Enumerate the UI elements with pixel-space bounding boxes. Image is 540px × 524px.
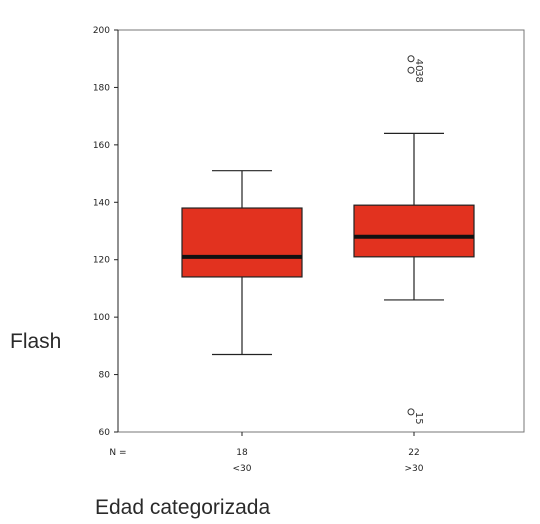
outlier-label: 40 xyxy=(413,59,424,72)
y-axis-ticks: 60 80 100 120 140 160 180 200 xyxy=(93,26,118,438)
x-origin-label: N = xyxy=(109,448,126,458)
y-axis-title: Flash xyxy=(10,330,61,353)
x-axis-title: Edad categorizada xyxy=(95,496,270,519)
boxes xyxy=(181,132,475,356)
y-tick-label: 120 xyxy=(93,256,110,266)
y-tick-label: 160 xyxy=(93,141,110,151)
box-iqr xyxy=(353,204,475,258)
y-tick-label: 200 xyxy=(93,26,110,36)
outlier-point xyxy=(407,55,415,63)
x-count-label: 22 xyxy=(408,448,419,458)
outlier-point xyxy=(407,408,415,416)
outlier-point xyxy=(407,66,415,74)
y-tick-label: 60 xyxy=(99,428,111,438)
y-tick-label: 140 xyxy=(93,198,110,208)
y-tick-label: 180 xyxy=(93,83,110,93)
x-axis-ticks: 18 <30 22 >30 xyxy=(233,432,424,474)
outlier-label: 38 xyxy=(413,70,424,83)
y-tick-label: 80 xyxy=(99,371,111,381)
box-iqr xyxy=(181,207,303,278)
x-category-label: >30 xyxy=(405,464,424,474)
x-count-label: 18 xyxy=(236,448,248,458)
y-tick-label: 100 xyxy=(93,313,110,323)
outlier-label: 15 xyxy=(413,412,424,425)
x-category-label: <30 xyxy=(233,464,252,474)
